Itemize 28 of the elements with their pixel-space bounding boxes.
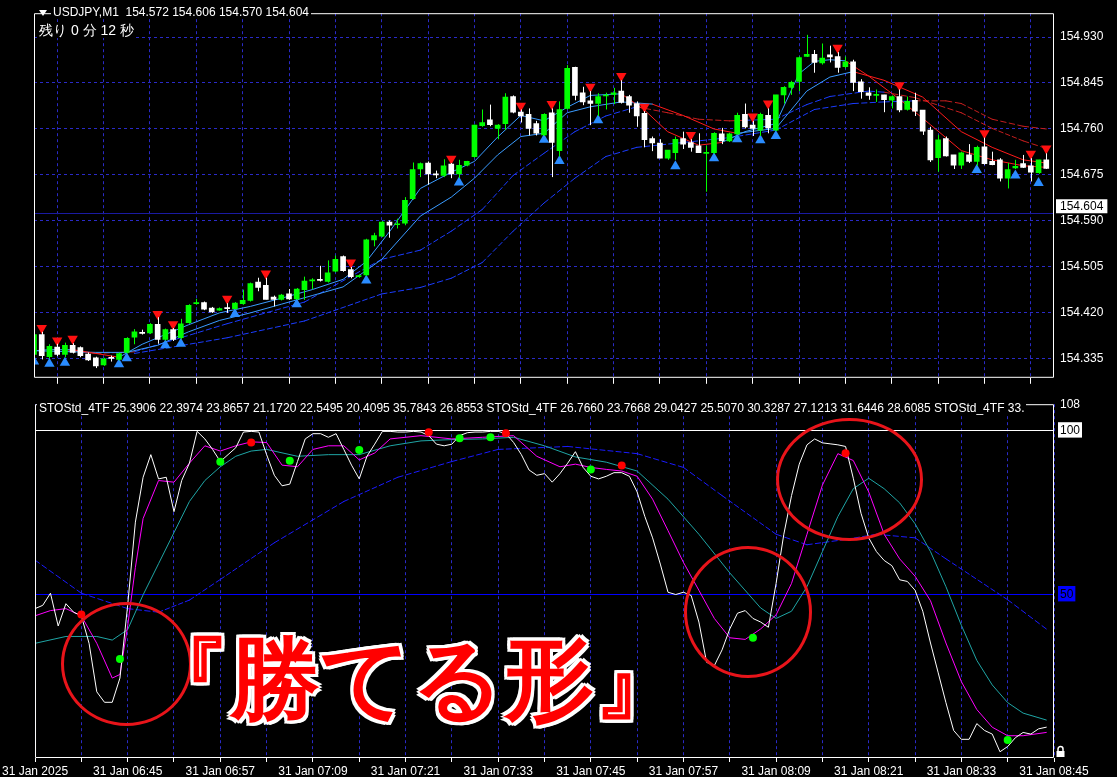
- y-tick-label: 154.760: [1060, 121, 1104, 136]
- y-tick-label: 50: [1060, 586, 1074, 601]
- annotation: 『勝てる形』: [140, 629, 684, 729]
- y-tick-label: 108: [1060, 396, 1081, 411]
- y-tick-label: 154.845: [1060, 75, 1104, 90]
- x-tick-label: 31 Jan 07:33: [463, 763, 534, 777]
- ref-line-label: 154.604: [1060, 198, 1104, 213]
- x-tick-label: 31 Jan 2025: [2, 763, 69, 777]
- y-tick-label: 154.420: [1060, 305, 1104, 320]
- x-tick-label: 31 Jan 07:09: [278, 763, 348, 777]
- x-tick-label: 31 Jan 08:45: [1019, 763, 1090, 777]
- y-tick-label: 154.675: [1060, 167, 1104, 182]
- x-tick-label: 31 Jan 07:45: [556, 763, 626, 777]
- x-tick-label: 31 Jan 08:21: [834, 763, 904, 777]
- chart-title: USDJPY,M1 154.572 154.606 154.570 154.604: [51, 5, 311, 19]
- x-tick-label: 31 Jan 08:09: [741, 763, 812, 777]
- y-tick-label: 154.590: [1060, 213, 1104, 228]
- x-tick-label: 31 Jan 07:57: [648, 763, 719, 777]
- x-tick-label: 31 Jan 07:21: [370, 763, 441, 777]
- chart-title: STOStd_4TF 25.3906 22.3974 23.8657 21.1720 22.5495 20.4095 35.7843 26.8553 STOStd_4TF 26.7660 23.7668 29.0427 25.5070 30.3287 27.1213 31.6446 28.6085 STOStd_4TF 33.: [37, 401, 1027, 415]
- y-tick-label: 154.335: [1060, 351, 1104, 366]
- x-tick-label: 31 Jan 08:33: [926, 763, 997, 777]
- x-tick-label: 31 Jan 06:57: [185, 763, 256, 777]
- y-tick-label: 100: [1060, 422, 1081, 437]
- x-tick-label: 31 Jan 06:45: [92, 763, 163, 777]
- y-tick-label: 154.505: [1060, 259, 1104, 274]
- y-tick-label: 154.930: [1060, 29, 1104, 44]
- text: 残り 0 分 12 秒: [37, 22, 136, 38]
